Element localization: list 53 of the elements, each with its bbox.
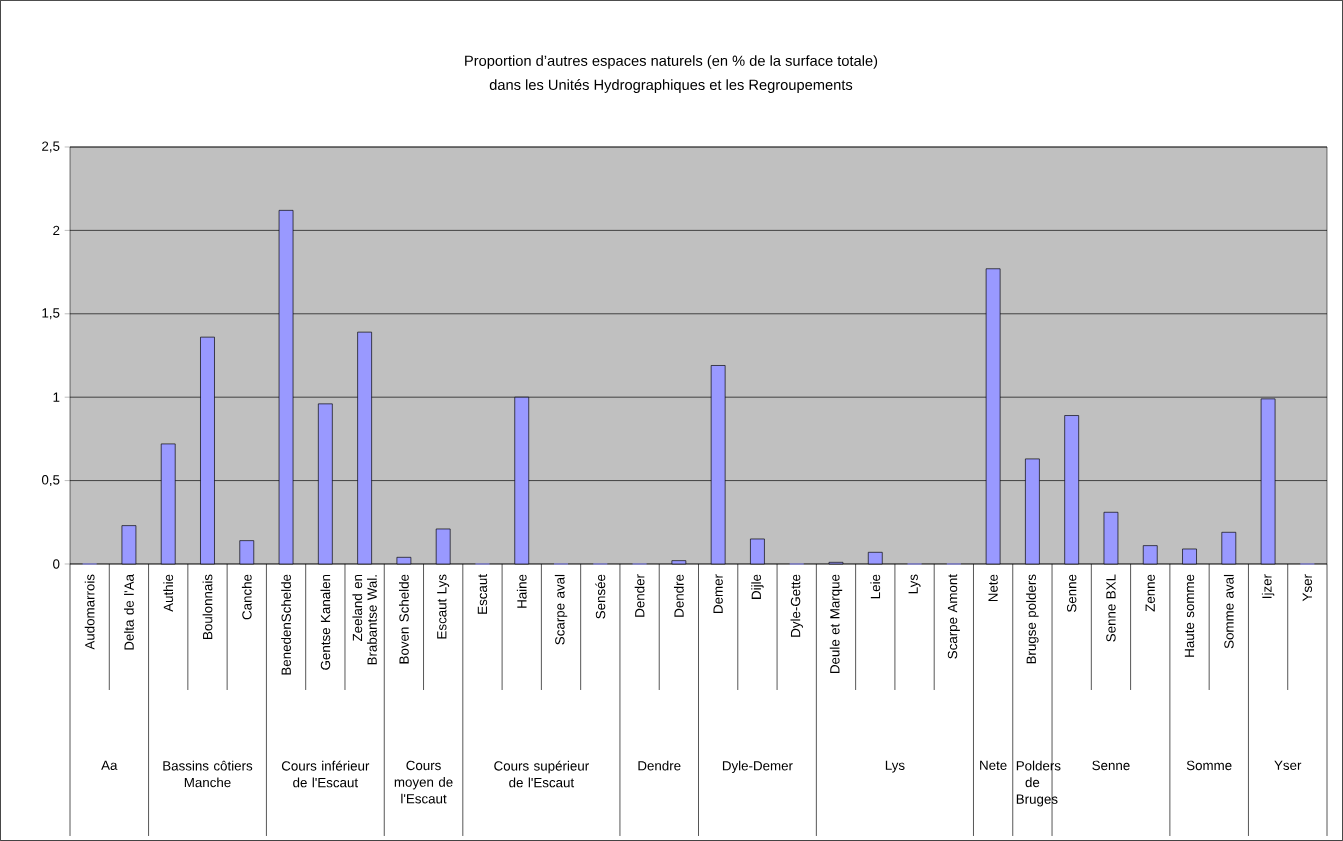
text: Lys [885, 760, 905, 773]
text: Somme [1186, 760, 1232, 771]
x-tick-label: Boulonnais [202, 574, 213, 639]
text: Nete [980, 760, 1007, 770]
x-tick-label: Dyle-Gette [790, 574, 803, 637]
y-tick-label: 0 [53, 559, 60, 569]
text: Yser [1274, 760, 1302, 770]
x-tick-label: Audomarrois [84, 574, 95, 650]
text: Bassins côtiers Manche [163, 760, 253, 788]
y-tick-label: 2 [53, 225, 60, 236]
x-tick-label: Leie [870, 574, 881, 599]
text: Polders de Bruges [1016, 760, 1061, 807]
x-tick-label: Ijzer [1261, 574, 1275, 598]
text: Cours supérieur de l'Escaut [494, 760, 589, 788]
x-tick-label: Haine [516, 574, 527, 608]
text: Aa [101, 760, 118, 770]
text: Dyle-Demer [722, 760, 793, 774]
y-tick-label: 0,5 [41, 475, 60, 487]
y-tick-label: 1 [53, 392, 60, 402]
x-tick-label: Authie [163, 574, 174, 612]
x-tick-label: Zenne [1145, 574, 1155, 612]
x-tick-label: Gentse Kanalen [320, 574, 331, 670]
x-tick-label: Boven Schelde [399, 574, 409, 664]
x-tick-label: Dendre [673, 574, 684, 617]
x-tick-label: Somme aval [1223, 574, 1234, 649]
x-tick-label: Haute somme [1184, 574, 1195, 657]
x-tick-label: Yser [1302, 574, 1313, 602]
x-tick-label: Deule et Marque [829, 574, 843, 673]
x-tick-label: Demer [713, 574, 723, 613]
y-tick-label: 1,5 [42, 308, 60, 320]
x-tick-label: Canche [241, 574, 252, 620]
x-tick-label: Dender [634, 574, 645, 617]
x-tick-label: Sensée [595, 574, 606, 619]
text: Dendre [638, 760, 681, 771]
x-tick-label: Senne BXL [1106, 574, 1116, 642]
x-tick-label: Scarpe Amont [947, 574, 960, 659]
text: Cours inférieur de l'Escaut [281, 760, 370, 788]
x-tick-label: BenedenSchelde [281, 574, 291, 675]
chart-title: Proportion d’autres espaces naturels (en % de la surface totale) [465, 55, 878, 69]
x-tick-label: Scarpe aval [554, 574, 568, 645]
x-tick-label: Nete [988, 574, 998, 602]
x-tick-label: Zeeland en Brabantse Wal. [352, 574, 377, 665]
x-tick-label: Lys [908, 574, 921, 594]
y-tick-label: 2,5 [42, 141, 60, 153]
text: Cours moyen de l'Escaut [394, 760, 453, 804]
x-tick-label: Escaut [477, 574, 488, 614]
chart-subtitle: dans les Unités Hydrographiques et les Regroupements [489, 79, 853, 93]
x-tick-label: Escaut Lys [437, 574, 450, 639]
x-tick-label: Brugse polders [1026, 574, 1039, 664]
text: Senne [1092, 760, 1130, 771]
x-tick-label: Dijle [751, 574, 764, 599]
x-tick-label: Delta de l'Aa [124, 574, 134, 650]
x-tick-label: Senne [1066, 574, 1077, 612]
